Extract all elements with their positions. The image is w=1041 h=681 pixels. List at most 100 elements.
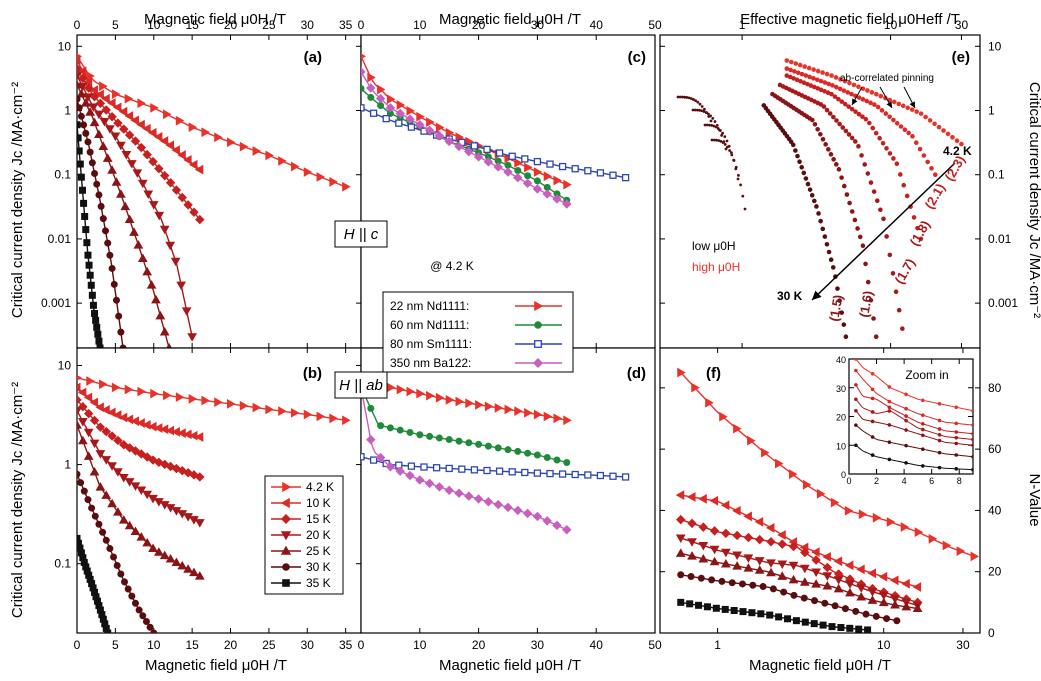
data-point: [868, 100, 873, 106]
data-point: [201, 127, 210, 138]
data-point: [887, 405, 892, 410]
data-point: [812, 121, 818, 127]
data-point: [836, 167, 842, 172]
y-tick-label: 10: [58, 358, 72, 372]
data-point: [712, 604, 720, 612]
data-point: [815, 127, 820, 132]
data-point: [697, 574, 705, 582]
data-point: [113, 435, 123, 446]
series-350-nm-ba122-line: [361, 71, 568, 205]
data-point: [93, 323, 101, 331]
data-point: [142, 452, 152, 462]
series-10-k-line: [680, 494, 918, 588]
data-point: [115, 189, 126, 198]
data-point: [102, 227, 110, 235]
data-point: [101, 105, 111, 115]
data-point: [831, 602, 839, 610]
data-point: [856, 95, 862, 100]
data-point: [841, 88, 847, 93]
y-tick-label: 0.1: [54, 557, 71, 571]
data-point: [820, 226, 826, 232]
series-10-k: [77, 382, 204, 442]
data-point: [814, 77, 820, 83]
data-point: [194, 571, 205, 580]
data-point: [887, 423, 892, 427]
data-point: [181, 307, 192, 316]
data-point: [91, 170, 99, 178]
data-point: [177, 192, 187, 203]
data-point: [503, 502, 513, 513]
y-tick-label: 0: [988, 626, 995, 640]
data-point: [844, 560, 854, 571]
data-point: [865, 279, 871, 285]
data-point: [195, 214, 205, 225]
data-point: [904, 406, 908, 411]
data-point: [159, 136, 169, 146]
data-point: [175, 392, 185, 402]
data-point: [183, 155, 192, 165]
data-point: [719, 139, 723, 143]
data-point: [151, 294, 161, 304]
data-point: [803, 176, 809, 181]
data-point: [130, 526, 141, 535]
data-point: [954, 467, 959, 471]
x-axis: 1 10 30: [739, 18, 969, 348]
data-point: [435, 392, 445, 403]
data-point: [533, 177, 541, 185]
data-point: [831, 157, 836, 162]
data-point: [395, 108, 405, 119]
data-point: [470, 466, 479, 474]
data-point: [853, 109, 858, 114]
data-point: [82, 226, 90, 234]
data-point: [918, 111, 924, 116]
data-point: [265, 150, 274, 161]
data-point: [177, 560, 188, 570]
legend-film-label: 22 nm Nd1111:: [390, 299, 469, 313]
data-point: [278, 406, 287, 416]
y-tick-label: 40: [988, 503, 1002, 517]
data-point: [795, 70, 801, 76]
data-point: [901, 601, 912, 611]
data-point: [107, 98, 116, 108]
data-point: [533, 409, 543, 420]
x-tick-label-top: 10: [884, 18, 898, 32]
data-point: [117, 328, 125, 336]
data-point: [856, 591, 867, 601]
series-4-2-k-line: [77, 377, 346, 421]
data-point: [113, 562, 121, 570]
data-point: [303, 167, 313, 177]
data-point: [897, 172, 903, 177]
data-point: [458, 465, 466, 473]
x-tick-label-top: 30: [955, 18, 969, 32]
data-point: [165, 425, 175, 436]
data-point: [854, 423, 858, 427]
data-point: [904, 414, 908, 418]
data-point: [954, 430, 959, 434]
series-4-2-k-line: [77, 55, 346, 188]
data-point: [971, 454, 973, 459]
series-15-k-line: [680, 518, 918, 604]
data-point: [743, 554, 754, 563]
data-point: [898, 124, 904, 129]
x-axis: 0 10 20 30 40 50: [358, 348, 662, 652]
series-20-k-line: [680, 537, 918, 607]
data-point: [676, 514, 686, 525]
data-point: [698, 553, 709, 563]
data-point: [775, 458, 784, 469]
data-point: [543, 453, 551, 461]
data-point: [830, 497, 840, 508]
series-25-k: [770, 91, 879, 339]
data-point: [887, 114, 892, 120]
series-20-k: [675, 534, 923, 611]
data-point: [852, 139, 858, 144]
series-10-k: [77, 55, 204, 175]
data-point: [135, 606, 143, 614]
data-point: [884, 234, 889, 239]
series-line-2-line: [855, 384, 973, 435]
data-point: [77, 104, 83, 112]
data-point: [702, 110, 706, 113]
data-point: [543, 171, 553, 182]
data-point: [542, 516, 552, 526]
data-point: [818, 78, 824, 84]
